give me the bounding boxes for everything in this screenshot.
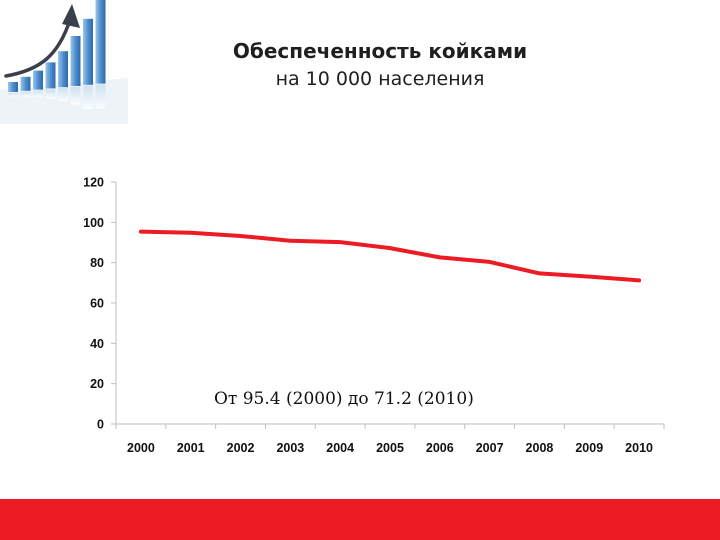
logo-bar-reflection xyxy=(8,93,18,97)
x-tick-label: 2010 xyxy=(625,441,653,455)
logo-bar xyxy=(8,82,18,92)
y-tick-label: 80 xyxy=(90,256,104,270)
logo-bar xyxy=(33,70,43,90)
logo-bar xyxy=(95,0,106,84)
footer-bar xyxy=(0,499,720,540)
x-tick-label: 2003 xyxy=(276,441,304,455)
y-tick-label: 60 xyxy=(90,297,104,311)
x-tick-label: 2001 xyxy=(177,441,205,455)
y-tick-label: 100 xyxy=(83,216,104,230)
slide-title-line-1: Обеспеченность койками xyxy=(232,39,528,63)
x-tick-label: 2007 xyxy=(476,441,504,455)
logo-bar-reflection xyxy=(20,91,31,97)
chart-annotation: От 95.4 (2000) до 71.2 (2010) xyxy=(214,389,474,409)
logo-bar xyxy=(45,62,56,89)
y-tick-label: 120 xyxy=(83,176,104,190)
logo-bar-reflection xyxy=(58,88,68,101)
y-tick-label: 40 xyxy=(90,337,104,351)
logo-bar xyxy=(70,36,81,86)
logo-bar-reflection xyxy=(33,90,43,98)
y-tick-label: 20 xyxy=(90,377,104,391)
x-tick-label: 2004 xyxy=(326,441,354,455)
x-tick-label: 2009 xyxy=(575,441,603,455)
series-line xyxy=(138,229,642,283)
x-tick-label: 2002 xyxy=(227,441,255,455)
logo-bar xyxy=(20,76,31,91)
y-tick-label: 0 xyxy=(97,418,104,432)
logo-bar xyxy=(58,51,68,88)
logo-bar-reflection xyxy=(45,89,56,99)
x-tick-label: 2005 xyxy=(376,441,404,455)
logo-bar xyxy=(83,18,93,85)
slide-title-line-2: на 10 000 населения xyxy=(275,68,485,90)
growth-bar-chart-icon xyxy=(0,0,128,124)
x-tick-label: 2000 xyxy=(127,441,155,455)
slide-title: Обеспеченность койками на 10 000 населен… xyxy=(160,38,600,93)
logo-bar-reflection xyxy=(95,84,106,109)
x-tick-label: 2006 xyxy=(426,441,454,455)
logo-bar-reflection xyxy=(83,85,93,109)
logo-bar-reflection xyxy=(70,87,81,105)
x-tick-label: 2008 xyxy=(526,441,554,455)
